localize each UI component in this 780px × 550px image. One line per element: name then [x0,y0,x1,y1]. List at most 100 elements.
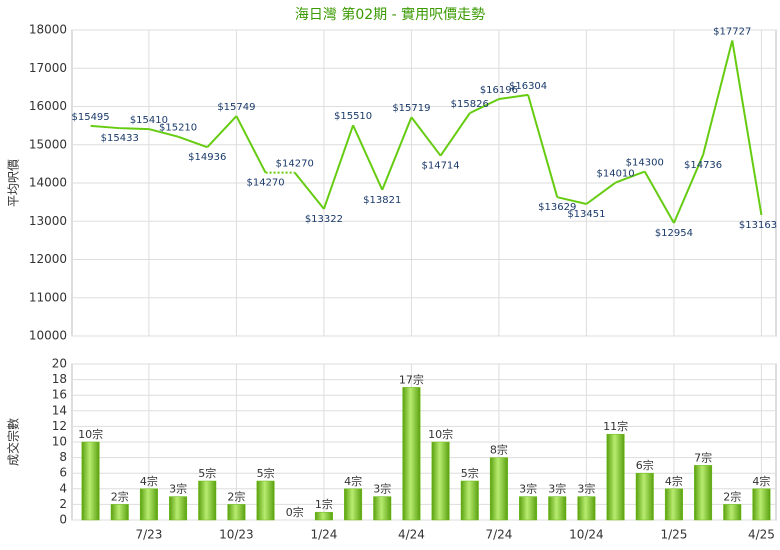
line-segment [177,135,208,149]
data-label: $15433 [101,133,139,144]
line-segment [352,124,384,191]
data-label: $14736 [684,160,722,171]
y-tick-label: 12000 [29,252,67,266]
data-label: 10宗 [78,427,103,441]
data-label: 3宗 [548,482,566,496]
y-tick-label: 20 [52,357,67,371]
data-label: 4宗 [140,474,158,488]
data-label: $14300 [626,158,664,169]
bar [606,433,625,521]
data-label: 2宗 [111,489,129,503]
line-segment [615,170,646,184]
x-tick-label: 7/24 [485,528,512,542]
bar [110,504,129,521]
y-axis-label: 成交宗數 [6,418,21,466]
line-segment [148,128,179,138]
data-label: 4宗 [665,474,683,488]
line-segment [585,181,617,205]
y-tick-label: 18000 [29,23,67,37]
bar [548,496,567,521]
data-label: $14270 [246,178,284,189]
data-label: 7宗 [694,450,712,464]
data-label: $13629 [538,202,576,213]
bar [402,387,421,521]
data-label: $15210 [159,123,197,134]
y-tick-label: 17000 [29,61,67,75]
data-label: 2宗 [723,489,741,503]
line-segment [235,115,267,174]
line-segment [557,196,587,205]
data-label: 3宗 [577,482,595,496]
bar [519,496,538,521]
line-segment [119,127,149,131]
line-segment [731,40,763,216]
bar [431,441,450,521]
y-tick-label: 14 [52,403,67,417]
y-tick-label: 6 [59,466,67,480]
data-label: $13451 [567,209,605,220]
data-label: 10宗 [428,427,453,441]
line-segment [498,93,529,100]
y-tick-label: 10000 [29,329,67,343]
bar [139,488,158,521]
bar [723,504,742,521]
y-tick-label: 16000 [29,99,67,113]
data-label: $13821 [363,195,401,206]
bar [81,441,100,521]
data-label: 1宗 [315,497,333,511]
bar [314,511,333,521]
data-label: 4宗 [344,474,362,488]
data-label: 3宗 [169,482,187,496]
line-segment [672,154,705,224]
bar [198,480,217,521]
y-axis-label: 平均呎價 [7,159,21,207]
line-segment [293,172,325,210]
data-label: $14714 [421,161,459,172]
line-segment [322,124,355,210]
x-tick-label: 4/24 [398,528,425,542]
data-label: 5宗 [461,466,479,480]
data-label: 5宗 [198,466,216,480]
data-label: $12954 [655,228,693,239]
data-label: 5宗 [257,466,275,480]
data-label: 11宗 [603,419,628,433]
x-tick-label: 10/24 [569,528,604,542]
y-tick-label: 16 [52,388,67,402]
x-tick-label: 7/23 [135,528,162,542]
bar [256,480,275,521]
data-label: 17宗 [399,372,424,386]
data-label: 3宗 [373,482,391,496]
y-tick-label: 13000 [29,214,67,228]
y-tick-label: 10 [52,435,67,449]
data-label: $16196 [480,85,518,96]
data-label: 2宗 [227,489,245,503]
y-tick-label: 0 [59,513,67,527]
y-tick-label: 15000 [29,137,67,151]
bar [460,480,479,521]
data-label: $13163 [739,220,777,231]
y-tick-label: 4 [59,481,67,495]
x-tick-label: 1/25 [660,528,687,542]
data-label: $15719 [392,103,430,114]
line-segment [381,116,413,191]
x-tick-label: 4/25 [748,528,775,542]
bar [577,496,596,521]
bar [635,472,654,521]
data-label: 3宗 [519,482,537,496]
chart-title: 海日灣 第02期 - 實用呎價走勢 [295,6,485,23]
line-segment [206,115,238,148]
data-label: $15826 [451,99,489,110]
bar [752,488,771,521]
data-label: 6宗 [636,458,654,472]
y-tick-label: 8 [59,450,67,464]
data-label: $14936 [188,152,226,163]
data-label: $13322 [305,214,343,225]
data-label: 4宗 [752,474,770,488]
line-segment [439,112,471,157]
bar [169,496,188,521]
data-label: $14010 [596,169,634,180]
y-tick-label: 2 [59,497,67,511]
line-segment [643,171,675,224]
bar [344,488,363,521]
